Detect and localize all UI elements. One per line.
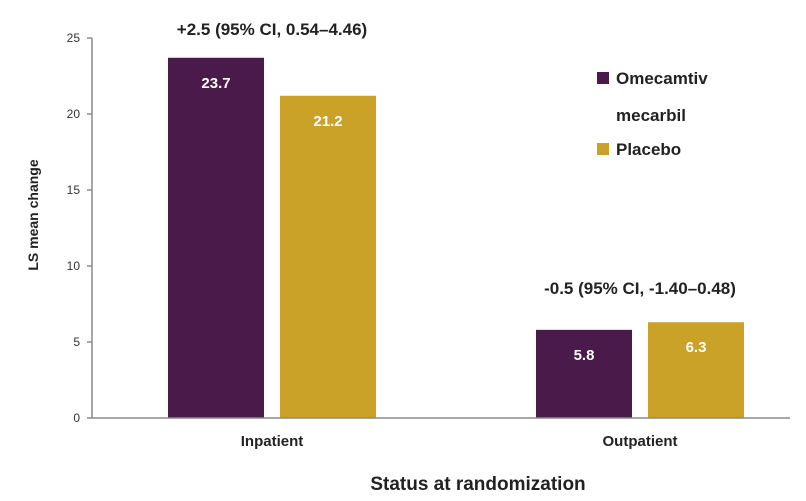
- bar-placebo-outpatient: [648, 322, 744, 418]
- bars: [168, 57, 744, 418]
- bar-value-label: 5.8: [574, 347, 595, 364]
- bar-omecamtiv-inpatient: [168, 57, 264, 418]
- bar-value-label: 21.2: [313, 113, 342, 130]
- y-tick-label: 25: [67, 31, 81, 45]
- y-tick-label: 15: [67, 183, 81, 197]
- legend-label-placebo: Placebo: [616, 140, 681, 159]
- bar-placebo-inpatient: [280, 95, 376, 418]
- y-axis-title: LS mean change: [25, 159, 41, 270]
- inpatient-difference-annotation: +2.5 (95% CI, 0.54–4.46): [177, 20, 367, 39]
- x-category-label: Inpatient: [241, 433, 304, 450]
- y-tick-label: 20: [67, 107, 81, 121]
- x-axis-title: Status at randomization: [370, 474, 585, 495]
- y-axis: 0 5 10 15 20 25: [67, 31, 93, 425]
- bar-value-label: 6.3: [686, 339, 707, 356]
- legend: Omecamtiv mecarbil Placebo: [597, 69, 708, 159]
- bar-value-label: 23.7: [201, 75, 230, 92]
- y-tick-label: 0: [73, 411, 80, 425]
- bar-omecamtiv-outpatient: [536, 329, 632, 418]
- outpatient-difference-annotation: -0.5 (95% CI, -1.40–0.48): [544, 279, 736, 298]
- legend-label-omecamtiv-line2: mecarbil: [616, 106, 686, 125]
- y-tick-label: 10: [67, 259, 81, 273]
- x-axis: Inpatient Outpatient: [92, 417, 790, 450]
- legend-swatch-placebo: [597, 143, 609, 155]
- x-category-label: Outpatient: [603, 433, 678, 450]
- legend-label-omecamtiv-line1: Omecamtiv: [616, 69, 708, 88]
- y-tick-label: 5: [73, 335, 80, 349]
- legend-swatch-omecamtiv: [597, 72, 609, 84]
- bar-value-labels: 23.7 5.8 21.2 6.3: [201, 75, 706, 364]
